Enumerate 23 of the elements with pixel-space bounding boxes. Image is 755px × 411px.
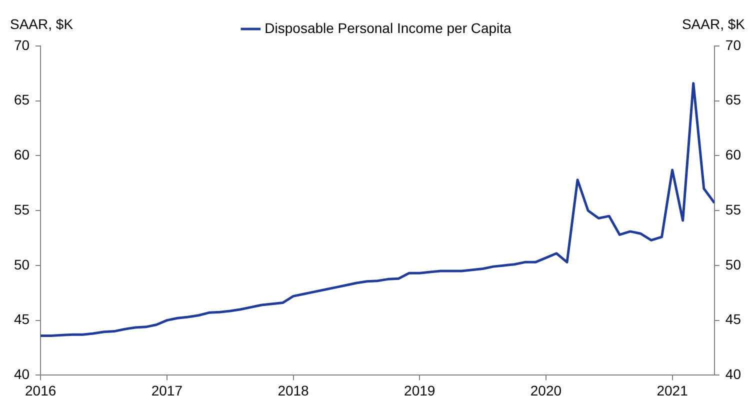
y-tick-label: 50: [14, 256, 30, 272]
y2-axis-title: SAAR, $K: [682, 16, 746, 32]
y-tick-label: 45: [14, 311, 30, 328]
y2-tick-label: 55: [725, 201, 742, 218]
y-axis-title: SAAR, $K: [10, 16, 74, 32]
y-tick-label: 65: [14, 92, 30, 108]
y-tick-label: 55: [14, 201, 30, 218]
y2-tick-label: 70: [725, 36, 742, 53]
y-tick-label: 70: [14, 36, 30, 53]
y2-tick-label: 50: [725, 256, 742, 272]
x-tick-label: 2018: [278, 382, 310, 398]
y-tick-label: 40: [14, 366, 30, 382]
x-tick-label: 2017: [151, 382, 183, 398]
x-tick-label: 2020: [530, 382, 562, 398]
y2-tick-label: 45: [725, 311, 742, 328]
x-tick-label: 2021: [656, 382, 688, 398]
x-tick-label: 2016: [24, 382, 56, 398]
x-tick-label: 2019: [404, 382, 436, 398]
y2-tick-label: 60: [725, 146, 742, 163]
legend-label: Disposable Personal Income per Capita: [264, 20, 512, 36]
y2-tick-label: 65: [725, 92, 742, 108]
y-tick-label: 60: [14, 146, 30, 163]
y2-tick-label: 40: [725, 366, 742, 382]
